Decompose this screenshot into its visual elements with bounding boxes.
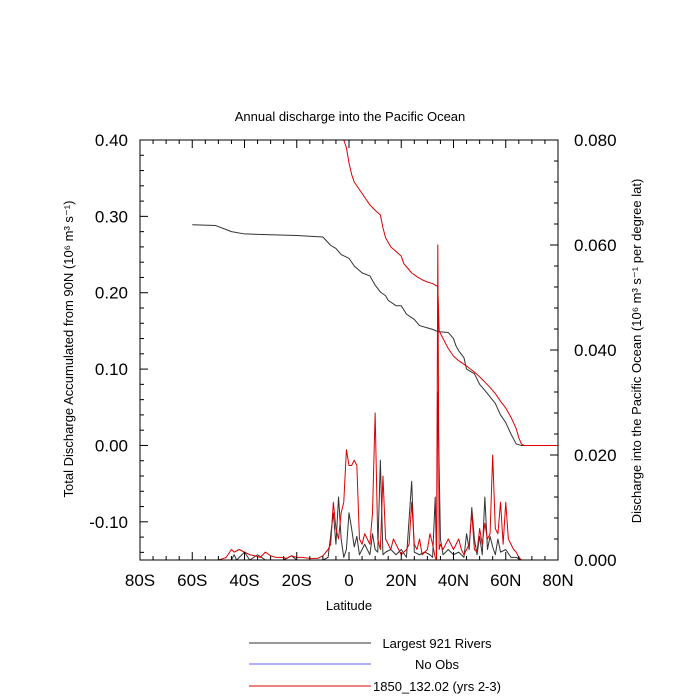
series-cumulative-largest-921-rivers [192, 224, 558, 446]
x-tick-label: 80S [125, 571, 155, 590]
legend: Largest 921 Rivers No Obs 1850_132.02 (yrs… [249, 636, 501, 694]
y-right-tick-label: 0.040 [574, 341, 617, 360]
x-tick-label: 60S [177, 571, 207, 590]
y-left-tick-label: 0.30 [95, 207, 128, 226]
ticks-layer: 80S 60S 40S 20S 0 20N 40N 60N 80N 0.40 0.30 0.20 0.1… [89, 131, 616, 590]
x-tick-label: 40S [229, 571, 259, 590]
chart-title: Annual discharge into the Pacific Ocean [235, 109, 466, 124]
legend-label: 1850_132.02 (yrs 2-3) [373, 679, 501, 694]
series-layer [140, 140, 558, 560]
y-left-tick-label: 0.10 [95, 360, 128, 379]
legend-label: No Obs [415, 657, 460, 672]
y-left-tick-label: 0.40 [95, 131, 128, 150]
x-tick-label: 0 [344, 571, 353, 590]
x-axis-title: Latitude [326, 598, 372, 613]
series-per-degree-1850-132-02-yrs-2-3 [140, 244, 558, 560]
y-axis-right-title: Discharge into the Pacific Ocean (10⁶ m³… [629, 179, 644, 524]
series-per-degree-largest-921-rivers [140, 391, 558, 560]
y-left-tick-label: 0.20 [95, 284, 128, 303]
y-left-tick-label: 0.00 [95, 436, 128, 455]
x-tick-label: 20N [386, 571, 417, 590]
y-right-tick-label: 0.060 [574, 236, 617, 255]
x-tick-label: 80N [542, 571, 573, 590]
y-right-tick-label: 0.080 [574, 131, 617, 150]
x-tick-label: 60N [490, 571, 521, 590]
y-axis-left-title: Total Discharge Accumulated from 90N (10… [61, 201, 76, 498]
plot-frame [139, 139, 559, 561]
series-cumulative-1850-132-02-yrs-2-3 [343, 140, 558, 446]
legend-label: Largest 921 Rivers [382, 636, 492, 651]
y-right-tick-label: 0.020 [574, 446, 617, 465]
y-left-tick-label: -0.10 [89, 513, 128, 532]
y-right-tick-label: 0.000 [574, 551, 617, 570]
x-tick-label: 20S [282, 571, 312, 590]
x-tick-label: 40N [438, 571, 469, 590]
